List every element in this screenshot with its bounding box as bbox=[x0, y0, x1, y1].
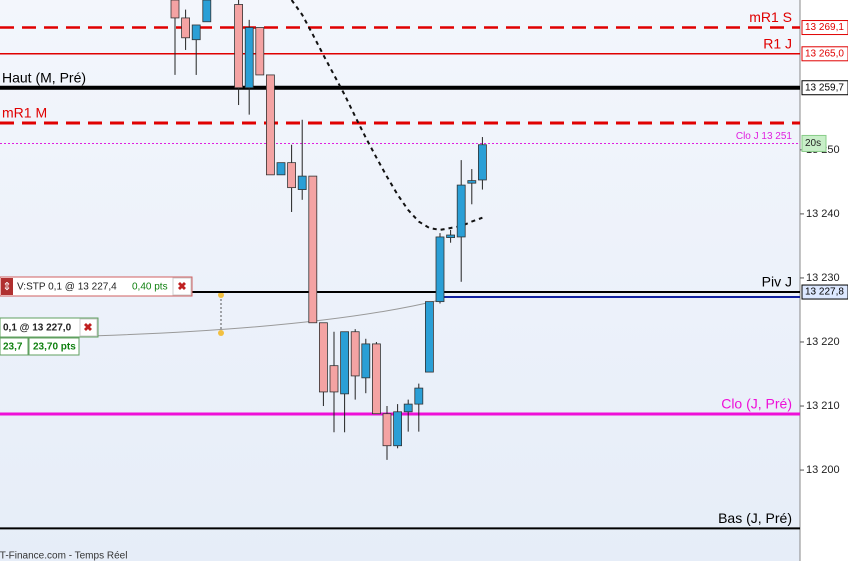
close-button[interactable] bbox=[172, 277, 192, 296]
candle-body bbox=[287, 162, 297, 189]
order-box bbox=[0, 317, 99, 338]
moving-average bbox=[290, 0, 483, 231]
value-box-label: 13 227,8 bbox=[805, 287, 844, 298]
value-box bbox=[801, 46, 848, 62]
candle-body bbox=[393, 411, 403, 447]
candle-body bbox=[181, 17, 191, 39]
candle-body bbox=[255, 27, 265, 76]
candle-body bbox=[276, 162, 286, 176]
candle-body bbox=[435, 236, 445, 303]
level-label: Haut (M, Pré) bbox=[2, 69, 86, 85]
y-tick-label: 13 210 bbox=[806, 400, 840, 412]
timer-box bbox=[801, 134, 827, 152]
level-label: mR1 M bbox=[2, 105, 47, 121]
candle-body bbox=[446, 234, 456, 238]
value-box bbox=[801, 80, 848, 96]
level-label: R1 J bbox=[763, 35, 792, 51]
order-icon-glyph: ⇕ bbox=[2, 281, 11, 293]
candle-body bbox=[234, 4, 244, 89]
order-qty: 23,7 bbox=[3, 342, 23, 353]
y-tick-label: 13 220 bbox=[806, 336, 840, 348]
level-label: Clo J 13 251 bbox=[736, 131, 793, 142]
order-panel: ⇕ V:STP 0,1 @ 13 227,4 0,40 pts ✖ 0,1 @ … bbox=[0, 276, 193, 356]
y-tick-label: 13 230 bbox=[806, 272, 840, 284]
candle-body bbox=[329, 365, 339, 393]
close-glyph: ✖ bbox=[177, 281, 186, 293]
order-pts: 0,40 pts bbox=[132, 282, 168, 293]
y-tick-label: 13 240 bbox=[806, 208, 840, 220]
value-box-label: 13 265,0 bbox=[805, 48, 844, 59]
candle-body bbox=[361, 343, 371, 379]
close-button[interactable] bbox=[79, 318, 98, 337]
candle-body bbox=[202, 0, 212, 23]
candle-body bbox=[467, 180, 477, 184]
value-box-label: 13 269,1 bbox=[805, 22, 844, 33]
value-box-label: 13 259,7 bbox=[805, 82, 844, 93]
candle-body bbox=[318, 322, 328, 393]
timer: 20s bbox=[805, 138, 821, 149]
order-pts: 23,70 pts bbox=[33, 342, 76, 353]
level-label: Bas (J, Pré) bbox=[718, 510, 792, 526]
candle-body bbox=[244, 27, 254, 89]
order-text: 0,1 @ 13 227,0 bbox=[3, 323, 72, 334]
candle-body bbox=[308, 175, 318, 324]
candle-body bbox=[371, 343, 381, 415]
candle-body bbox=[350, 331, 360, 377]
candle-body bbox=[456, 184, 466, 238]
candle-body bbox=[382, 413, 392, 447]
candle-body bbox=[424, 301, 434, 373]
order-icon[interactable] bbox=[1, 278, 13, 295]
candle-body bbox=[265, 74, 275, 176]
candle-body bbox=[191, 24, 201, 41]
candle-body bbox=[340, 331, 350, 395]
candle-body bbox=[297, 175, 307, 190]
candle-body bbox=[403, 403, 413, 413]
candle-body bbox=[477, 144, 487, 181]
order-handle[interactable] bbox=[218, 292, 224, 298]
pts-box bbox=[28, 337, 80, 356]
candle-body bbox=[170, 0, 180, 19]
level-label: Piv J bbox=[762, 274, 792, 290]
value-box bbox=[801, 284, 848, 300]
close-glyph: ✖ bbox=[83, 322, 92, 334]
candle-body bbox=[414, 387, 424, 405]
qty-box bbox=[0, 337, 29, 356]
y-tick-label: 13 200 bbox=[806, 464, 840, 476]
value-box bbox=[801, 20, 848, 36]
order-handle[interactable] bbox=[218, 330, 224, 336]
level-label: mR1 S bbox=[749, 9, 792, 25]
level-label: Clo (J, Pré) bbox=[721, 396, 792, 412]
order-text: V:STP 0,1 @ 13 227,4 bbox=[17, 282, 117, 293]
order-box bbox=[0, 276, 193, 297]
footer: IT-Finance.com - Temps Réel bbox=[0, 551, 127, 561]
